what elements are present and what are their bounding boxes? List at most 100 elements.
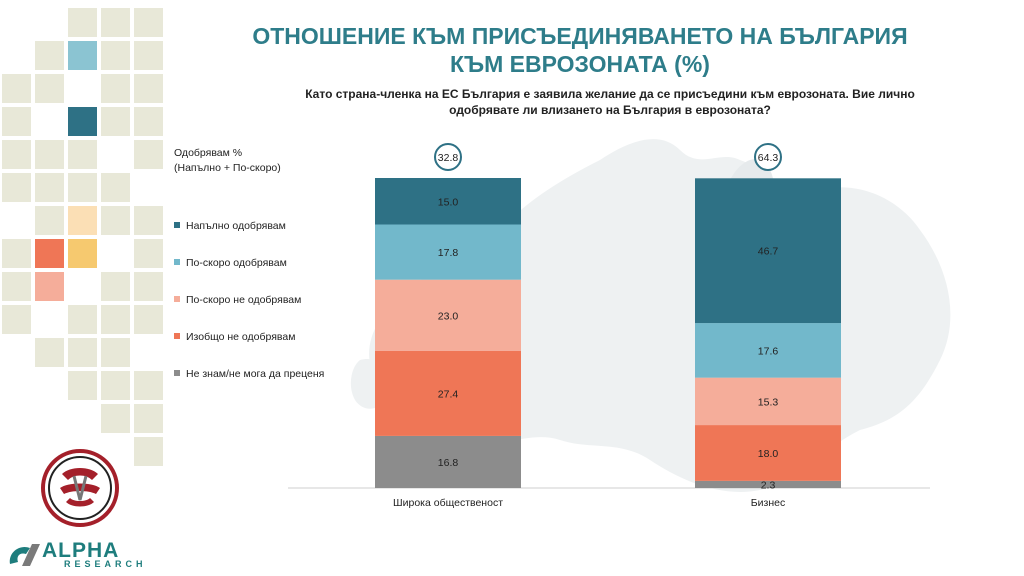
bar-value-label: 18.0 [758, 448, 779, 460]
bar-value-label: 23.0 [438, 310, 459, 322]
legend-label: Напълно одобрявам [186, 220, 286, 232]
decorative-tile [68, 305, 97, 334]
bar-value-label: 27.4 [438, 388, 459, 400]
legend-swatch [174, 370, 180, 377]
decorative-tile [68, 41, 97, 70]
approve-total-label: 32.8 [438, 152, 459, 164]
decorative-tile-grid [0, 0, 165, 500]
decorative-tile [35, 140, 64, 169]
legend-item: По-скоро одобрявам [174, 257, 374, 269]
decorative-tile [68, 206, 97, 235]
legend-item: Изобщо не одобрявам [174, 331, 374, 343]
bar-segment [375, 178, 521, 225]
legend-item: Не знам/не мога да преценя [174, 368, 374, 380]
legend-swatch [174, 333, 180, 340]
decorative-tile [101, 206, 130, 235]
emblem-logo [41, 449, 119, 527]
decorative-tile [35, 41, 64, 70]
approve-label-line2: (Напълно + По-скоро) [174, 162, 281, 174]
decorative-tile [101, 107, 130, 136]
bar-value-label: 2.3 [761, 479, 776, 491]
research-logo-text: RESEARCH [64, 559, 147, 569]
approve-total-circle [754, 143, 782, 171]
legend-label: Изобщо не одобрявам [186, 331, 296, 343]
decorative-tile [134, 437, 163, 466]
legend-label: По-скоро не одобрявам [186, 294, 302, 306]
decorative-tile [2, 173, 31, 202]
decorative-tile [35, 173, 64, 202]
legend-label: По-скоро одобрявам [186, 257, 287, 269]
decorative-tile [68, 239, 97, 268]
decorative-tile [134, 107, 163, 136]
decorative-tile [35, 239, 64, 268]
decorative-tile [2, 140, 31, 169]
decorative-tile [68, 338, 97, 367]
legend-item: Напълно одобрявам [174, 220, 374, 232]
decorative-tile [134, 272, 163, 301]
page-title: ОТНОШЕНИЕ КЪМ ПРИСЪЕДИНЯВАНЕТО НА БЪЛГАР… [252, 23, 908, 77]
approve-total-label: 64.3 [758, 152, 779, 164]
decorative-tile [101, 305, 130, 334]
bar-segment [375, 279, 521, 351]
decorative-tile [35, 338, 64, 367]
decorative-tile [101, 41, 130, 70]
bar-segment [695, 178, 841, 324]
decorative-tile [134, 206, 163, 235]
bar-segment [375, 435, 521, 488]
decorative-tile [101, 74, 130, 103]
bar-segment [695, 323, 841, 378]
legend-label: Не знам/не мога да преценя [186, 368, 325, 380]
category-label: Широка общественост [393, 497, 503, 509]
decorative-tile [2, 272, 31, 301]
legend-swatch [174, 296, 180, 303]
decorative-tile [134, 140, 163, 169]
bar-value-label: 15.0 [438, 196, 459, 208]
chart-subtitle: Като страна-членка на ЕС България е заяв… [305, 87, 915, 117]
approve-label: Одобрявам % (Напълно + По-скоро) [174, 146, 281, 176]
bar-segment [375, 350, 521, 436]
bar-segment [375, 224, 521, 280]
decorative-tile [2, 239, 31, 268]
decorative-tile [134, 74, 163, 103]
decorative-tile [134, 404, 163, 433]
bar-segment [695, 377, 841, 426]
category-label: Бизнес [751, 497, 785, 509]
decorative-tile [68, 8, 97, 37]
bar-value-label: 17.8 [438, 247, 459, 259]
bar-value-label: 16.8 [438, 457, 459, 469]
bar-value-label: 15.3 [758, 396, 779, 408]
decorative-tile [101, 173, 130, 202]
decorative-tile [101, 272, 130, 301]
alpha-research-logo-mark [9, 544, 40, 566]
decorative-tile [101, 371, 130, 400]
decorative-tile [2, 305, 31, 334]
bar-value-label: 46.7 [758, 246, 779, 258]
decorative-tile [35, 206, 64, 235]
decorative-tile [68, 371, 97, 400]
legend-swatch [174, 259, 180, 266]
approve-total-circle [434, 143, 462, 171]
decorative-tile [35, 272, 64, 301]
legend-swatch [174, 222, 180, 229]
bar-value-label: 17.6 [758, 345, 779, 357]
decorative-tile [134, 8, 163, 37]
decorative-tile [2, 107, 31, 136]
decorative-tile [68, 140, 97, 169]
decorative-tile [134, 41, 163, 70]
decorative-tile [68, 173, 97, 202]
decorative-tile [35, 74, 64, 103]
decorative-tile [68, 107, 97, 136]
bar-segment [695, 480, 841, 488]
decorative-tile [101, 8, 130, 37]
alpha-logo-text: ALPHA [42, 539, 120, 562]
bar-segment [695, 425, 841, 481]
decorative-tile [2, 74, 31, 103]
decorative-tile [134, 305, 163, 334]
approve-label-line1: Одобрявам % [174, 147, 243, 159]
decorative-tile [134, 239, 163, 268]
legend-item: По-скоро не одобрявам [174, 294, 374, 306]
decorative-tile [101, 338, 130, 367]
decorative-tile [101, 404, 130, 433]
decorative-tile [134, 371, 163, 400]
